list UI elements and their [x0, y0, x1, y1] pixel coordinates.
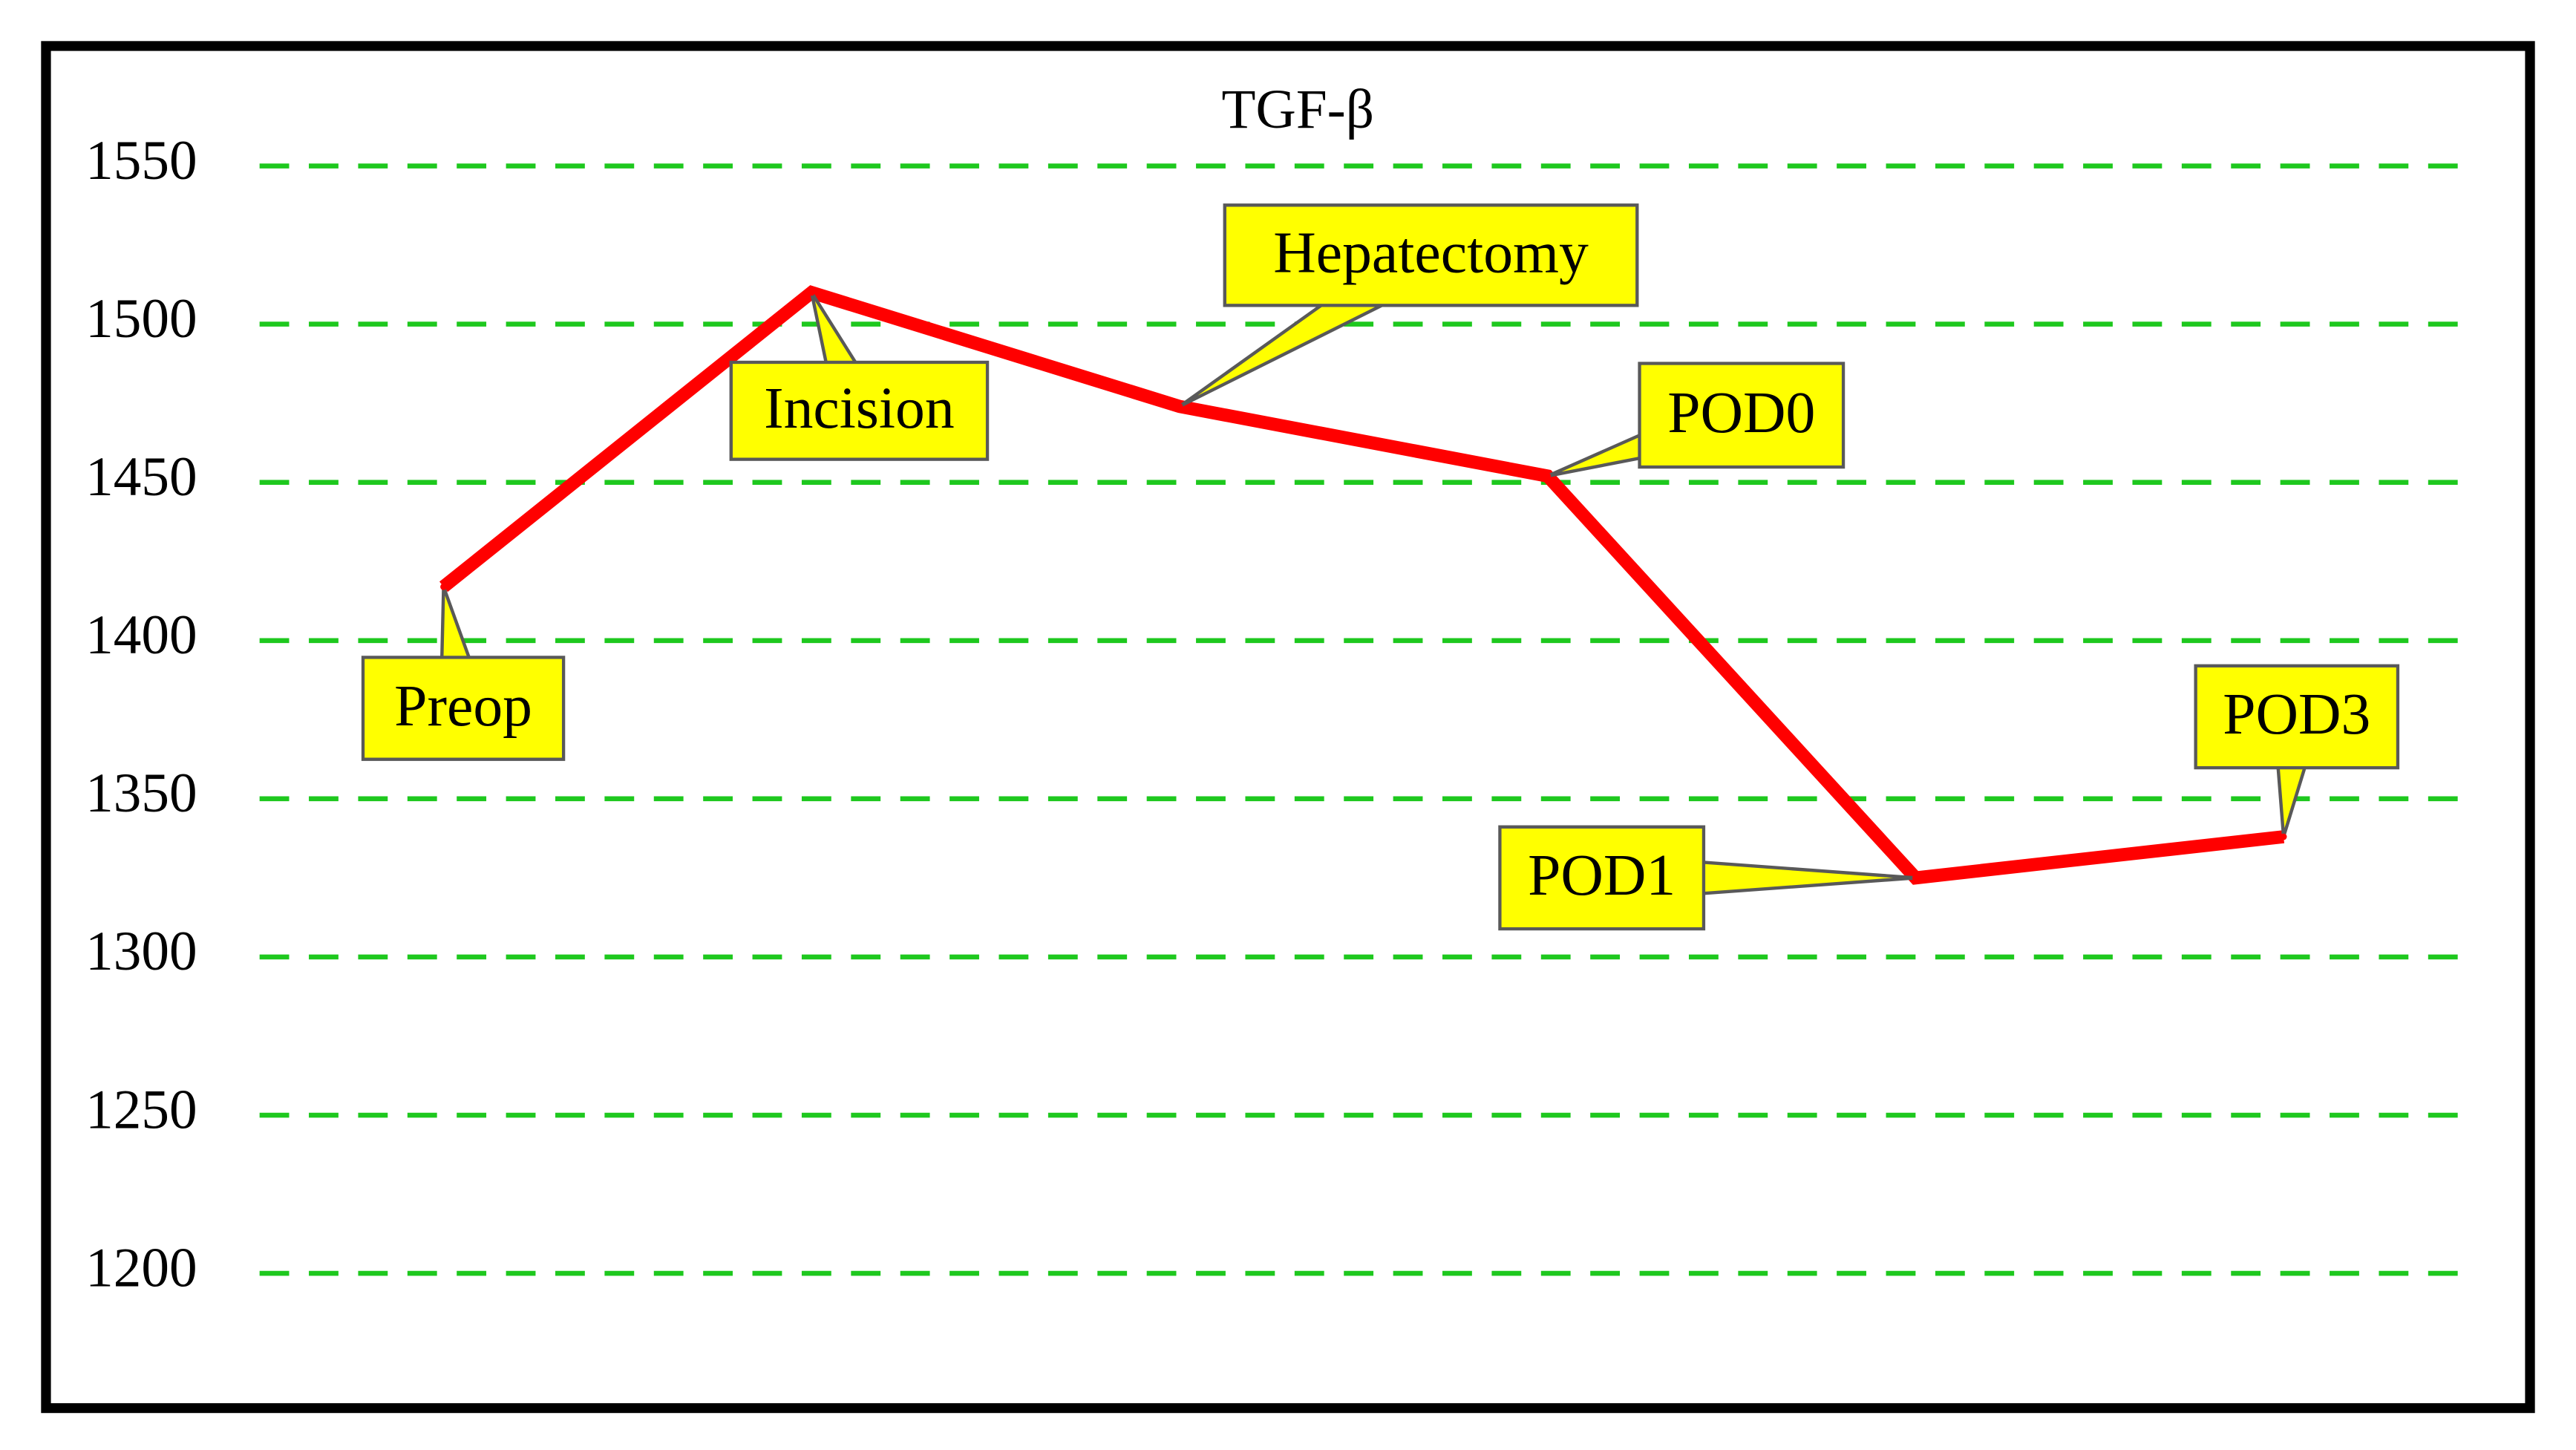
data-point: [1544, 472, 1552, 480]
point-label: Preop: [394, 673, 532, 739]
data-point: [1912, 874, 1919, 881]
callout-cover: [733, 364, 986, 458]
callout-cover: [2197, 667, 2396, 766]
point-label: POD0: [1667, 380, 1815, 445]
callout-cover: [1641, 365, 1842, 466]
point-label: Incision: [764, 376, 955, 441]
point-label: POD3: [2223, 682, 2370, 747]
callout-cover: [365, 659, 562, 758]
point-label: POD1: [1528, 843, 1676, 908]
callout-cover: [1226, 206, 1636, 304]
y-tick-label: 1350: [85, 762, 197, 824]
data-point: [1176, 402, 1183, 410]
y-tick-label: 1450: [85, 446, 197, 508]
y-tick-label: 1200: [85, 1237, 197, 1299]
chart-title: TGF-β: [1222, 79, 1374, 140]
callout-cover: [1501, 829, 1702, 927]
y-tick-label: 1250: [85, 1079, 197, 1140]
data-line: [439, 285, 2285, 885]
point-label: Hepatectomy: [1273, 221, 1589, 286]
y-tick-label: 1300: [85, 921, 197, 982]
data-point: [2280, 833, 2287, 840]
data-point: [808, 289, 815, 296]
y-tick-label: 1550: [85, 130, 197, 192]
y-tick-label: 1400: [85, 604, 197, 666]
data-point: [440, 583, 447, 590]
y-tick-label: 1500: [85, 288, 197, 350]
